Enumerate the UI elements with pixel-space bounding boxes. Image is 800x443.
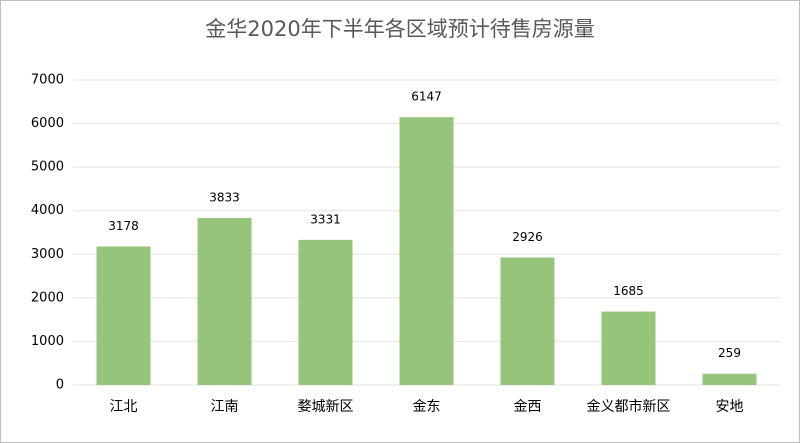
value-label: 259	[718, 346, 741, 360]
x-tick-label: 安地	[716, 399, 744, 415]
y-tick-label: 0	[56, 378, 64, 393]
bar	[399, 117, 454, 385]
y-tick-label: 3000	[31, 247, 64, 262]
value-label: 1685	[613, 284, 644, 298]
value-label: 3833	[209, 190, 240, 204]
bar	[197, 217, 252, 385]
chart-title: 金华2020年下半年各区域预计待售房源量	[205, 17, 594, 41]
x-tick-label: 江北	[110, 399, 138, 415]
bar	[298, 239, 353, 385]
bar	[601, 311, 656, 385]
x-tick-label: 金西	[514, 399, 542, 415]
x-tick-label: 婺城新区	[298, 399, 354, 415]
value-label: 6147	[411, 90, 442, 104]
value-label: 3178	[108, 219, 139, 233]
x-tick-label: 金东	[413, 399, 441, 415]
x-tick-label: 江南	[211, 399, 239, 415]
y-tick-label: 7000	[31, 73, 64, 88]
y-tick-label: 6000	[31, 116, 64, 131]
y-tick-label: 1000	[31, 334, 64, 349]
x-tick-label: 金义都市新区	[587, 398, 671, 415]
bar	[702, 373, 757, 385]
y-tick-label: 5000	[31, 160, 64, 175]
bar	[96, 246, 151, 385]
value-label: 2926	[512, 230, 543, 244]
y-tick-label: 2000	[31, 290, 64, 305]
bar	[500, 257, 555, 385]
y-tick-label: 4000	[31, 203, 64, 218]
value-label: 3331	[310, 212, 341, 226]
